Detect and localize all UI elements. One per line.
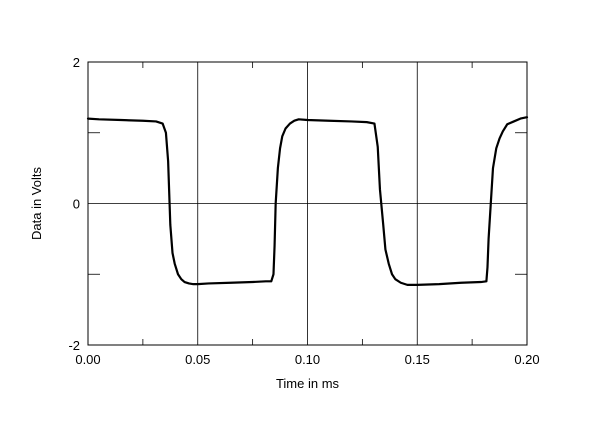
tick-labels: 0.00 0.05 0.10 0.15 0.20 2 0 -2: [68, 55, 539, 367]
grid: [88, 62, 527, 345]
ticks: [88, 62, 527, 345]
plot-frame: [87, 61, 528, 346]
y-tick-label: -2: [68, 338, 80, 353]
series-line: [86, 116, 529, 286]
x-tick-label: 0.05: [185, 352, 210, 367]
y-tick-label: 0: [73, 197, 80, 212]
x-tick-label: 0.15: [405, 352, 430, 367]
x-tick-label: 0.10: [295, 352, 320, 367]
x-tick-label: 0.00: [75, 352, 100, 367]
series-layer: [86, 116, 529, 286]
x-tick-label: 0.20: [514, 352, 539, 367]
x-axis-title: Time in ms: [276, 376, 340, 391]
y-axis-title: Data in Volts: [29, 167, 44, 240]
y-tick-label: 2: [73, 55, 80, 70]
